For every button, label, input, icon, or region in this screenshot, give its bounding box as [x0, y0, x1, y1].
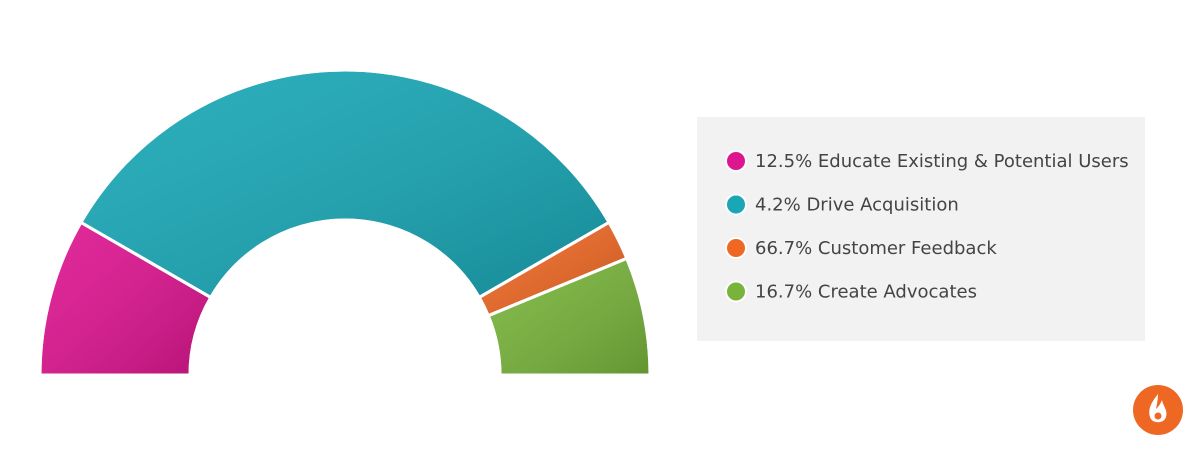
slice-shade	[78, 68, 612, 300]
donut	[38, 68, 652, 377]
slice-shade	[486, 256, 652, 377]
legend-dot	[725, 237, 747, 259]
legend-label: 12.5% Educate Existing & Potential Users	[755, 151, 1129, 172]
legend-label: 16.7% Create Advocates	[755, 282, 977, 303]
legend-dot	[725, 193, 747, 216]
logo[interactable]	[1133, 385, 1183, 435]
legend: 12.5% Educate Existing & Potential Users…	[725, 150, 1129, 303]
legend-label: 66.7% Customer Feedback	[755, 238, 997, 259]
legend-label: 4.2% Drive Acquisition	[755, 195, 959, 216]
legend-dot	[725, 150, 747, 172]
legend-dot	[725, 280, 747, 303]
legend-box	[697, 117, 1145, 341]
